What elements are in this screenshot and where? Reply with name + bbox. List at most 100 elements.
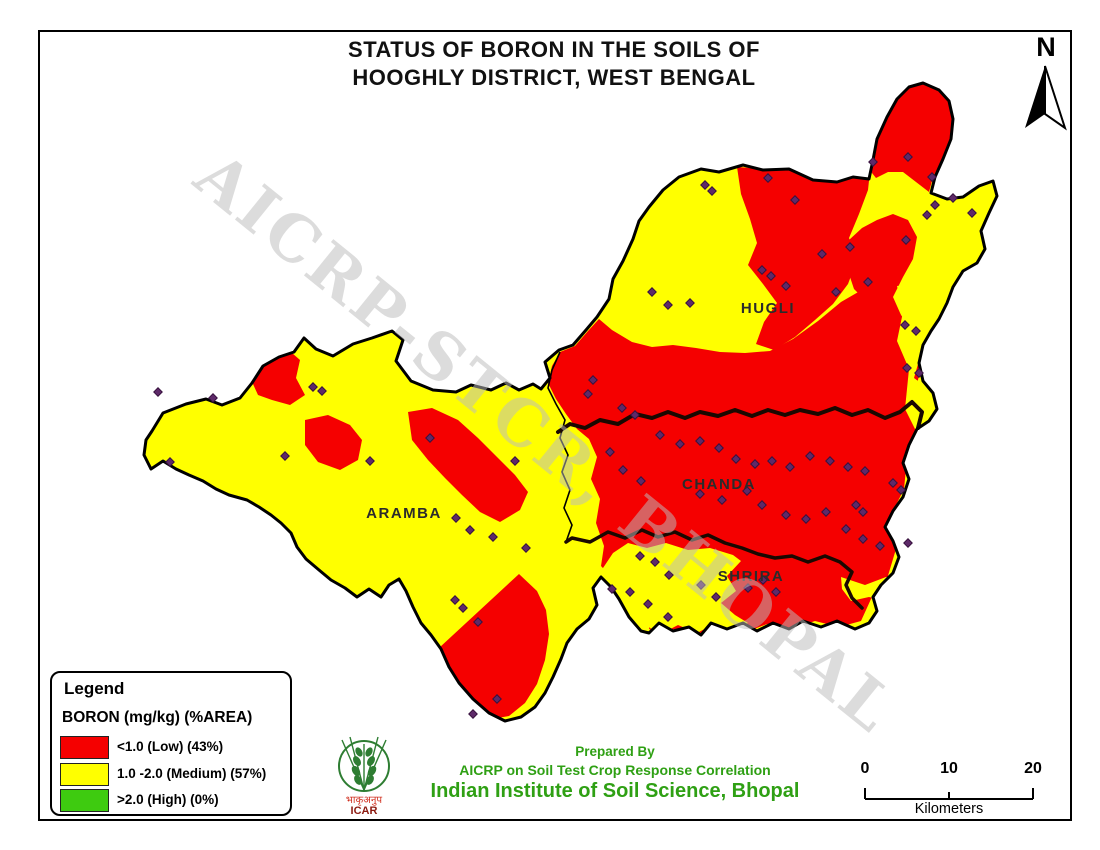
- sample-points-layer: [153, 152, 977, 719]
- sample-point: [317, 386, 327, 396]
- region-label-aramba: ARAMBA: [366, 505, 442, 522]
- sample-point: [458, 603, 468, 613]
- soil-zone-low-aramba-2: [305, 415, 362, 470]
- sample-point: [805, 451, 815, 461]
- sample-point: [911, 326, 921, 336]
- icar-caption: ICAR: [351, 805, 378, 817]
- sample-point: [663, 612, 673, 622]
- sample-point: [643, 599, 653, 609]
- map-title-line1: STATUS OF BORON IN THE SOILS OF: [348, 37, 760, 62]
- legend-label-medium: 1.0 -2.0 (Medium) (57%): [117, 766, 267, 781]
- legend-heading: Legend: [64, 679, 125, 698]
- sample-point: [858, 534, 868, 544]
- sample-point: [845, 242, 855, 252]
- legend-label-high: >2.0 (High) (0%): [117, 792, 219, 807]
- sample-point: [700, 180, 710, 190]
- sample-point: [308, 382, 318, 392]
- sample-point: [655, 430, 665, 440]
- soil-zone-low-aramba-3: [408, 408, 528, 522]
- sample-point: [863, 277, 873, 287]
- sample-point: [766, 271, 776, 281]
- legend-swatch-medium: [60, 763, 109, 786]
- sample-point: [875, 541, 885, 551]
- sample-point: [902, 363, 912, 373]
- sample-point: [771, 587, 781, 597]
- sample-point: [843, 462, 853, 472]
- sample-point: [607, 584, 617, 594]
- sample-point: [790, 195, 800, 205]
- sample-point: [664, 570, 674, 580]
- region-label-chanda: CHANDA: [682, 476, 756, 493]
- scalebar-unit: Kilometers: [914, 801, 984, 817]
- sample-point: [743, 583, 753, 593]
- region-labels-layer: HUGLI ARAMBA CHANDA SHRIRA: [366, 300, 795, 585]
- sample-point: [711, 592, 721, 602]
- region-label-hugli: HUGLI: [741, 300, 795, 317]
- sample-point: [663, 300, 673, 310]
- sample-point: [675, 439, 685, 449]
- sample-point: [922, 210, 932, 220]
- sample-point: [841, 524, 851, 534]
- sample-point: [750, 459, 760, 469]
- north-label: N: [1036, 32, 1056, 62]
- legend-swatch-low: [60, 736, 109, 759]
- north-arrow-icon: [1025, 65, 1067, 131]
- sample-point: [165, 457, 175, 467]
- scalebar-tick-20: 20: [1024, 760, 1042, 777]
- sample-point: [488, 532, 498, 542]
- icar-logo: भाकृअनुप ICAR: [338, 736, 390, 817]
- sample-point: [425, 433, 435, 443]
- sample-point: [967, 208, 977, 218]
- region-label-shrira: SHRIRA: [718, 568, 785, 585]
- sample-point: [521, 543, 531, 553]
- prepared-by-text: Prepared By: [575, 744, 655, 759]
- sample-point: [817, 249, 827, 259]
- district-boundary: [142, 81, 999, 723]
- map-title: STATUS OF BORON IN THE SOILS OF HOOGHLY …: [38, 36, 1070, 92]
- sample-point: [930, 200, 940, 210]
- sample-point: [717, 495, 727, 505]
- soil-zone-medium-shrira: [601, 543, 748, 634]
- sample-point: [617, 403, 627, 413]
- legend-subheading: BORON (mg/kg) (%AREA): [62, 709, 253, 726]
- legend: Legend BORON (mg/kg) (%AREA) <1.0 (Low) …: [50, 671, 292, 816]
- sample-point: [821, 507, 831, 517]
- sample-point: [860, 466, 870, 476]
- sample-point: [825, 456, 835, 466]
- sample-point: [888, 478, 898, 488]
- sample-point: [451, 513, 461, 523]
- sample-point: [781, 510, 791, 520]
- soil-zone-low-hugli: [737, 162, 871, 350]
- sample-point: [695, 489, 705, 499]
- sample-point: [450, 595, 460, 605]
- sample-point: [605, 447, 615, 457]
- sample-point: [927, 172, 937, 182]
- map-neatline-border: [38, 30, 1072, 821]
- sample-point: [868, 157, 878, 167]
- sample-point: [742, 486, 752, 496]
- map-title-line2: HOOGHLY DISTRICT, WEST BENGAL: [352, 65, 756, 90]
- sample-point: [695, 436, 705, 446]
- org-line2: Indian Institute of Soil Science, Bhopal: [430, 780, 800, 802]
- sample-point: [625, 587, 635, 597]
- sample-point: [948, 193, 958, 203]
- sample-point: [468, 709, 478, 719]
- sample-point: [650, 557, 660, 567]
- scalebar: [864, 788, 1034, 800]
- sample-point: [685, 298, 695, 308]
- block-boundary-line: [547, 351, 573, 543]
- scalebar-tick-10: 10: [940, 760, 958, 777]
- sample-point: [731, 454, 741, 464]
- scalebar-tick-0: 0: [860, 760, 870, 777]
- sample-point: [801, 514, 811, 524]
- sample-point: [903, 538, 913, 548]
- legend-swatch-high: [60, 789, 109, 812]
- sample-point: [280, 451, 290, 461]
- sample-point: [714, 443, 724, 453]
- sample-point: [767, 456, 777, 466]
- sample-point: [758, 575, 768, 585]
- sample-point: [153, 387, 163, 397]
- sample-point: [510, 456, 520, 466]
